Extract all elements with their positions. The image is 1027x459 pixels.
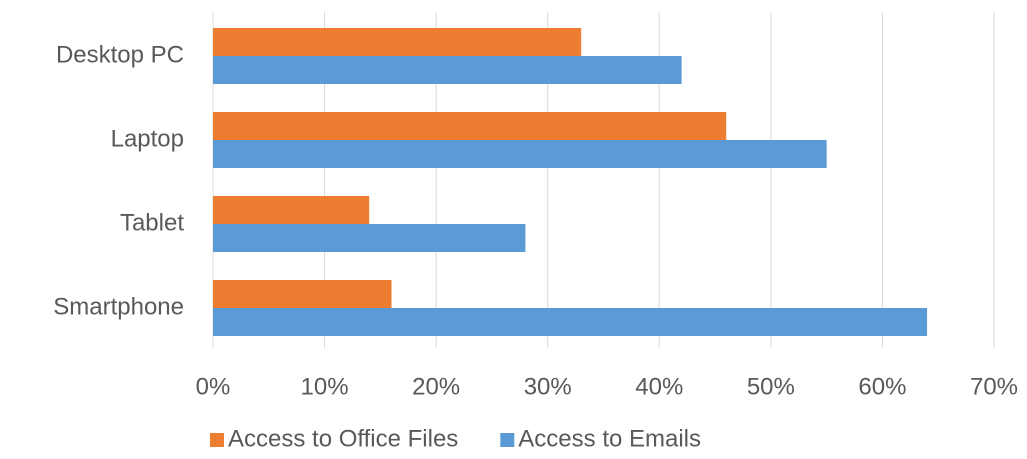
y-tick-label: Smartphone xyxy=(53,293,184,320)
bar xyxy=(213,28,582,56)
bar xyxy=(213,196,370,224)
bar xyxy=(213,280,392,308)
bar xyxy=(213,140,827,168)
x-tick-label: 10% xyxy=(301,373,349,400)
legend-label: Access to Office Files xyxy=(228,425,458,452)
y-tick-label: Laptop xyxy=(111,125,184,152)
y-tick-label: Desktop PC xyxy=(56,41,184,68)
x-tick-label: 50% xyxy=(747,373,795,400)
y-tick-label: Tablet xyxy=(120,209,184,236)
legend-swatch xyxy=(210,433,224,447)
x-tick-label: 40% xyxy=(635,373,683,400)
legend-swatch xyxy=(500,433,515,447)
x-tick-label: 70% xyxy=(970,373,1018,400)
x-tick-label: 30% xyxy=(524,373,572,400)
bar xyxy=(213,308,928,336)
x-tick-label: 20% xyxy=(412,373,460,400)
x-tick-label: 60% xyxy=(858,373,906,400)
bar xyxy=(213,56,682,84)
x-tick-label: 0% xyxy=(196,373,231,400)
bar xyxy=(213,224,526,252)
legend-label: Access to Emails xyxy=(518,425,701,452)
bar xyxy=(213,112,727,140)
